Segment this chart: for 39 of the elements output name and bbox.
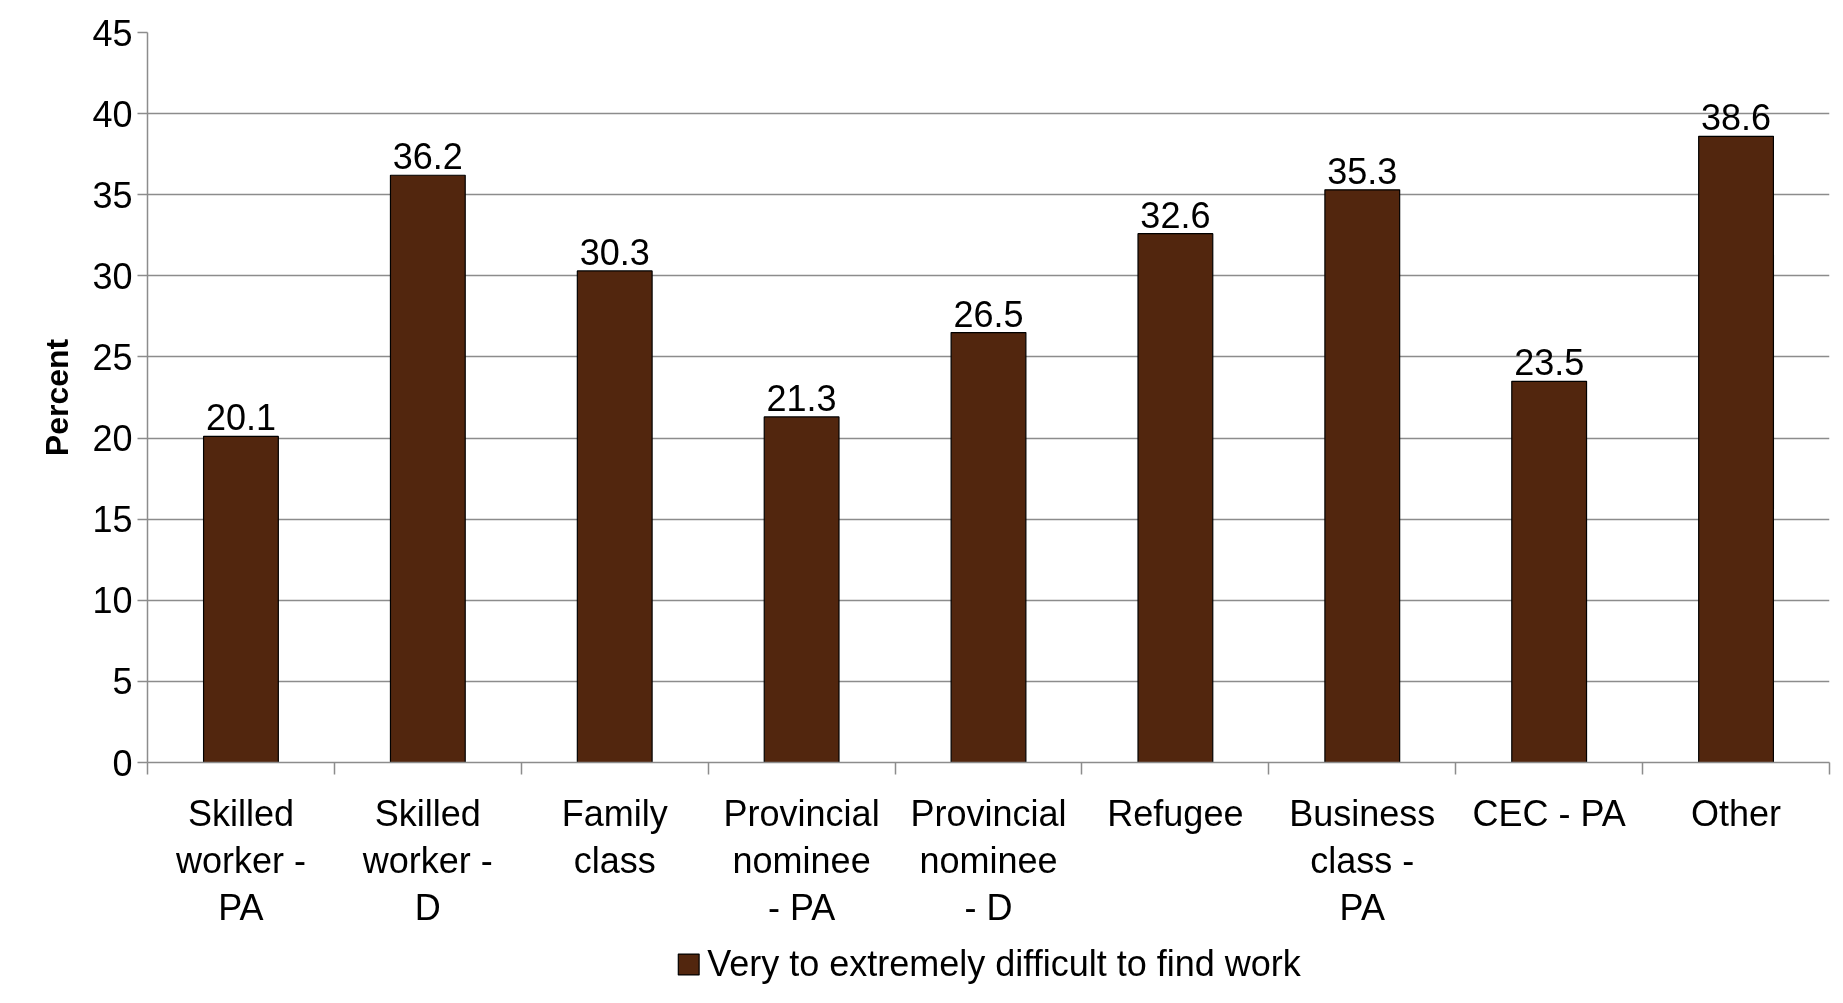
y-tick-label: 25: [92, 336, 133, 378]
y-tick-label: 45: [92, 12, 133, 54]
data-label: 35.3: [1327, 150, 1398, 192]
y-tick-label: 15: [92, 499, 133, 541]
bar: [950, 332, 1027, 763]
y-tick-label: 40: [92, 93, 133, 135]
bar: [1324, 189, 1401, 763]
data-label: 23.5: [1514, 342, 1585, 384]
bar: [389, 174, 466, 763]
x-tick-label: Provincial nominee - D: [910, 792, 1067, 928]
x-tick-label: Business class - PA: [1289, 792, 1436, 928]
data-label: 32.6: [1140, 194, 1211, 236]
data-label: 20.1: [205, 397, 276, 439]
y-tick-label: 30: [92, 255, 133, 297]
y-tick-label: 5: [112, 661, 133, 703]
data-label: 21.3: [766, 377, 837, 419]
y-tick-label: 20: [92, 418, 133, 460]
y-tick-label: 0: [112, 742, 133, 784]
x-tick-label: Refugee: [1107, 792, 1244, 834]
y-tick-label: 35: [92, 174, 133, 216]
x-tick-label: Skilled worker - D: [361, 792, 493, 928]
data-label: 38.6: [1701, 97, 1772, 139]
x-tick-label: Skilled worker - PA: [174, 792, 306, 928]
data-label: 26.5: [953, 293, 1024, 335]
x-tick-label: Other: [1691, 792, 1782, 834]
bar: [1137, 233, 1214, 763]
data-label: 36.2: [392, 136, 463, 178]
bar: [1698, 135, 1775, 763]
y-tick-label: 10: [92, 580, 133, 622]
data-label: 30.3: [579, 231, 650, 273]
bar: [763, 416, 840, 763]
y-axis-title: Percent: [39, 338, 76, 457]
bar: [202, 435, 279, 763]
x-tick-label: Provincial nominee - PA: [723, 792, 880, 928]
bar: [1511, 380, 1588, 763]
x-tick-label: Family class: [561, 792, 668, 881]
bar: [576, 270, 653, 763]
x-tick-label: CEC - PA: [1472, 792, 1626, 834]
legend-label: Very to extremely difficult to find work: [707, 943, 1301, 985]
